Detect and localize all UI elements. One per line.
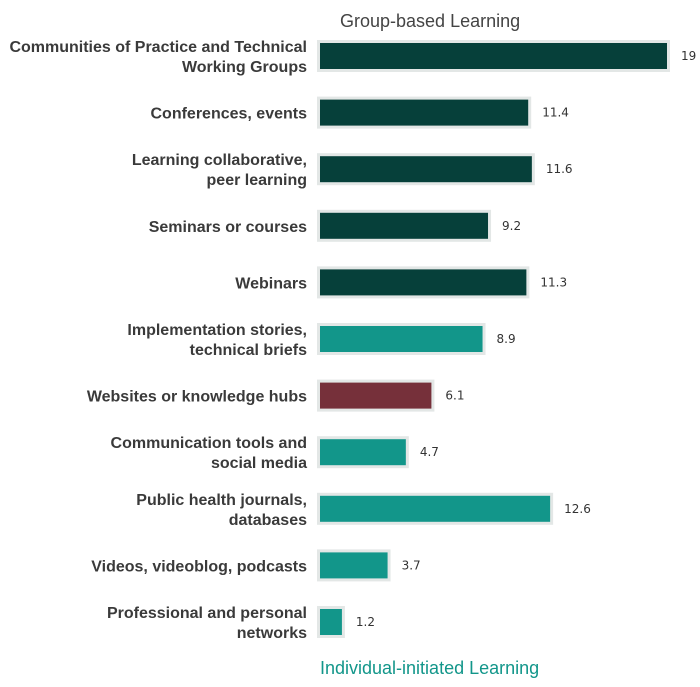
category-label-line: Communication tools and bbox=[111, 435, 307, 452]
category-label-line: Implementation stories, bbox=[127, 322, 307, 339]
category-label-line: Seminars or courses bbox=[149, 219, 307, 236]
category-label-line: Webinars bbox=[235, 275, 307, 292]
bar bbox=[320, 609, 342, 635]
bar bbox=[320, 99, 529, 126]
group-title-top: Group-based Learning bbox=[340, 11, 520, 31]
category-label-line: Websites or knowledge hubs bbox=[87, 389, 307, 406]
category-label-line: Learning collaborative, bbox=[132, 152, 307, 169]
category-label: Public health journals, databases bbox=[136, 492, 307, 529]
value-label: 1.2 bbox=[356, 615, 375, 629]
value-label: 4.7 bbox=[420, 445, 439, 459]
category-label-line: Working Groups bbox=[182, 59, 307, 76]
group-title-bottom: Individual-initiated Learning bbox=[320, 658, 539, 678]
category-label: Videos, videoblog, podcasts bbox=[91, 558, 307, 575]
bar bbox=[320, 439, 406, 466]
bar bbox=[320, 156, 532, 183]
category-label: Conferences, events bbox=[150, 106, 307, 123]
bar bbox=[320, 382, 432, 409]
category-label-line: Communities of Practice and Technical bbox=[9, 39, 307, 56]
value-label: 6.1 bbox=[445, 389, 464, 403]
bar bbox=[320, 552, 388, 579]
value-label: 8.9 bbox=[497, 332, 516, 346]
value-label: 11.3 bbox=[540, 275, 567, 289]
category-label-line: Conferences, events bbox=[150, 106, 307, 123]
bar bbox=[320, 43, 667, 69]
value-label: 3.7 bbox=[402, 558, 421, 572]
category-label-line: Public health journals, bbox=[136, 492, 307, 509]
category-label-line: peer learning bbox=[207, 172, 307, 189]
category-label-line: databases bbox=[229, 512, 307, 529]
value-label: 19 bbox=[681, 49, 696, 63]
value-label: 11.6 bbox=[546, 162, 573, 176]
category-label-line: networks bbox=[237, 625, 307, 642]
category-label-line: social media bbox=[211, 455, 307, 472]
category-label: Communities of Practice and Technical Wor… bbox=[9, 39, 307, 76]
value-label: 12.6 bbox=[564, 502, 591, 516]
category-label-line: technical briefs bbox=[190, 342, 307, 359]
value-label: 9.2 bbox=[502, 219, 521, 233]
bar bbox=[320, 212, 489, 239]
category-label: Implementation stories, technical briefs bbox=[127, 322, 307, 359]
category-label: Communication tools and social media bbox=[111, 435, 308, 472]
category-label: Seminars or courses bbox=[149, 219, 307, 236]
category-label: Professional and personal networks bbox=[107, 605, 307, 642]
bar bbox=[320, 326, 483, 352]
bar bbox=[320, 495, 551, 522]
category-label: Websites or knowledge hubs bbox=[87, 389, 307, 406]
bar bbox=[320, 269, 527, 296]
bars-group: 19 Communities of Practice and Technical W… bbox=[9, 39, 696, 642]
category-label: Learning collaborative, peer learning bbox=[132, 152, 307, 189]
category-label-line: Professional and personal bbox=[107, 605, 307, 622]
category-label: Webinars bbox=[235, 275, 307, 292]
value-label: 11.4 bbox=[542, 106, 569, 120]
category-label-line: Videos, videoblog, podcasts bbox=[91, 558, 307, 575]
